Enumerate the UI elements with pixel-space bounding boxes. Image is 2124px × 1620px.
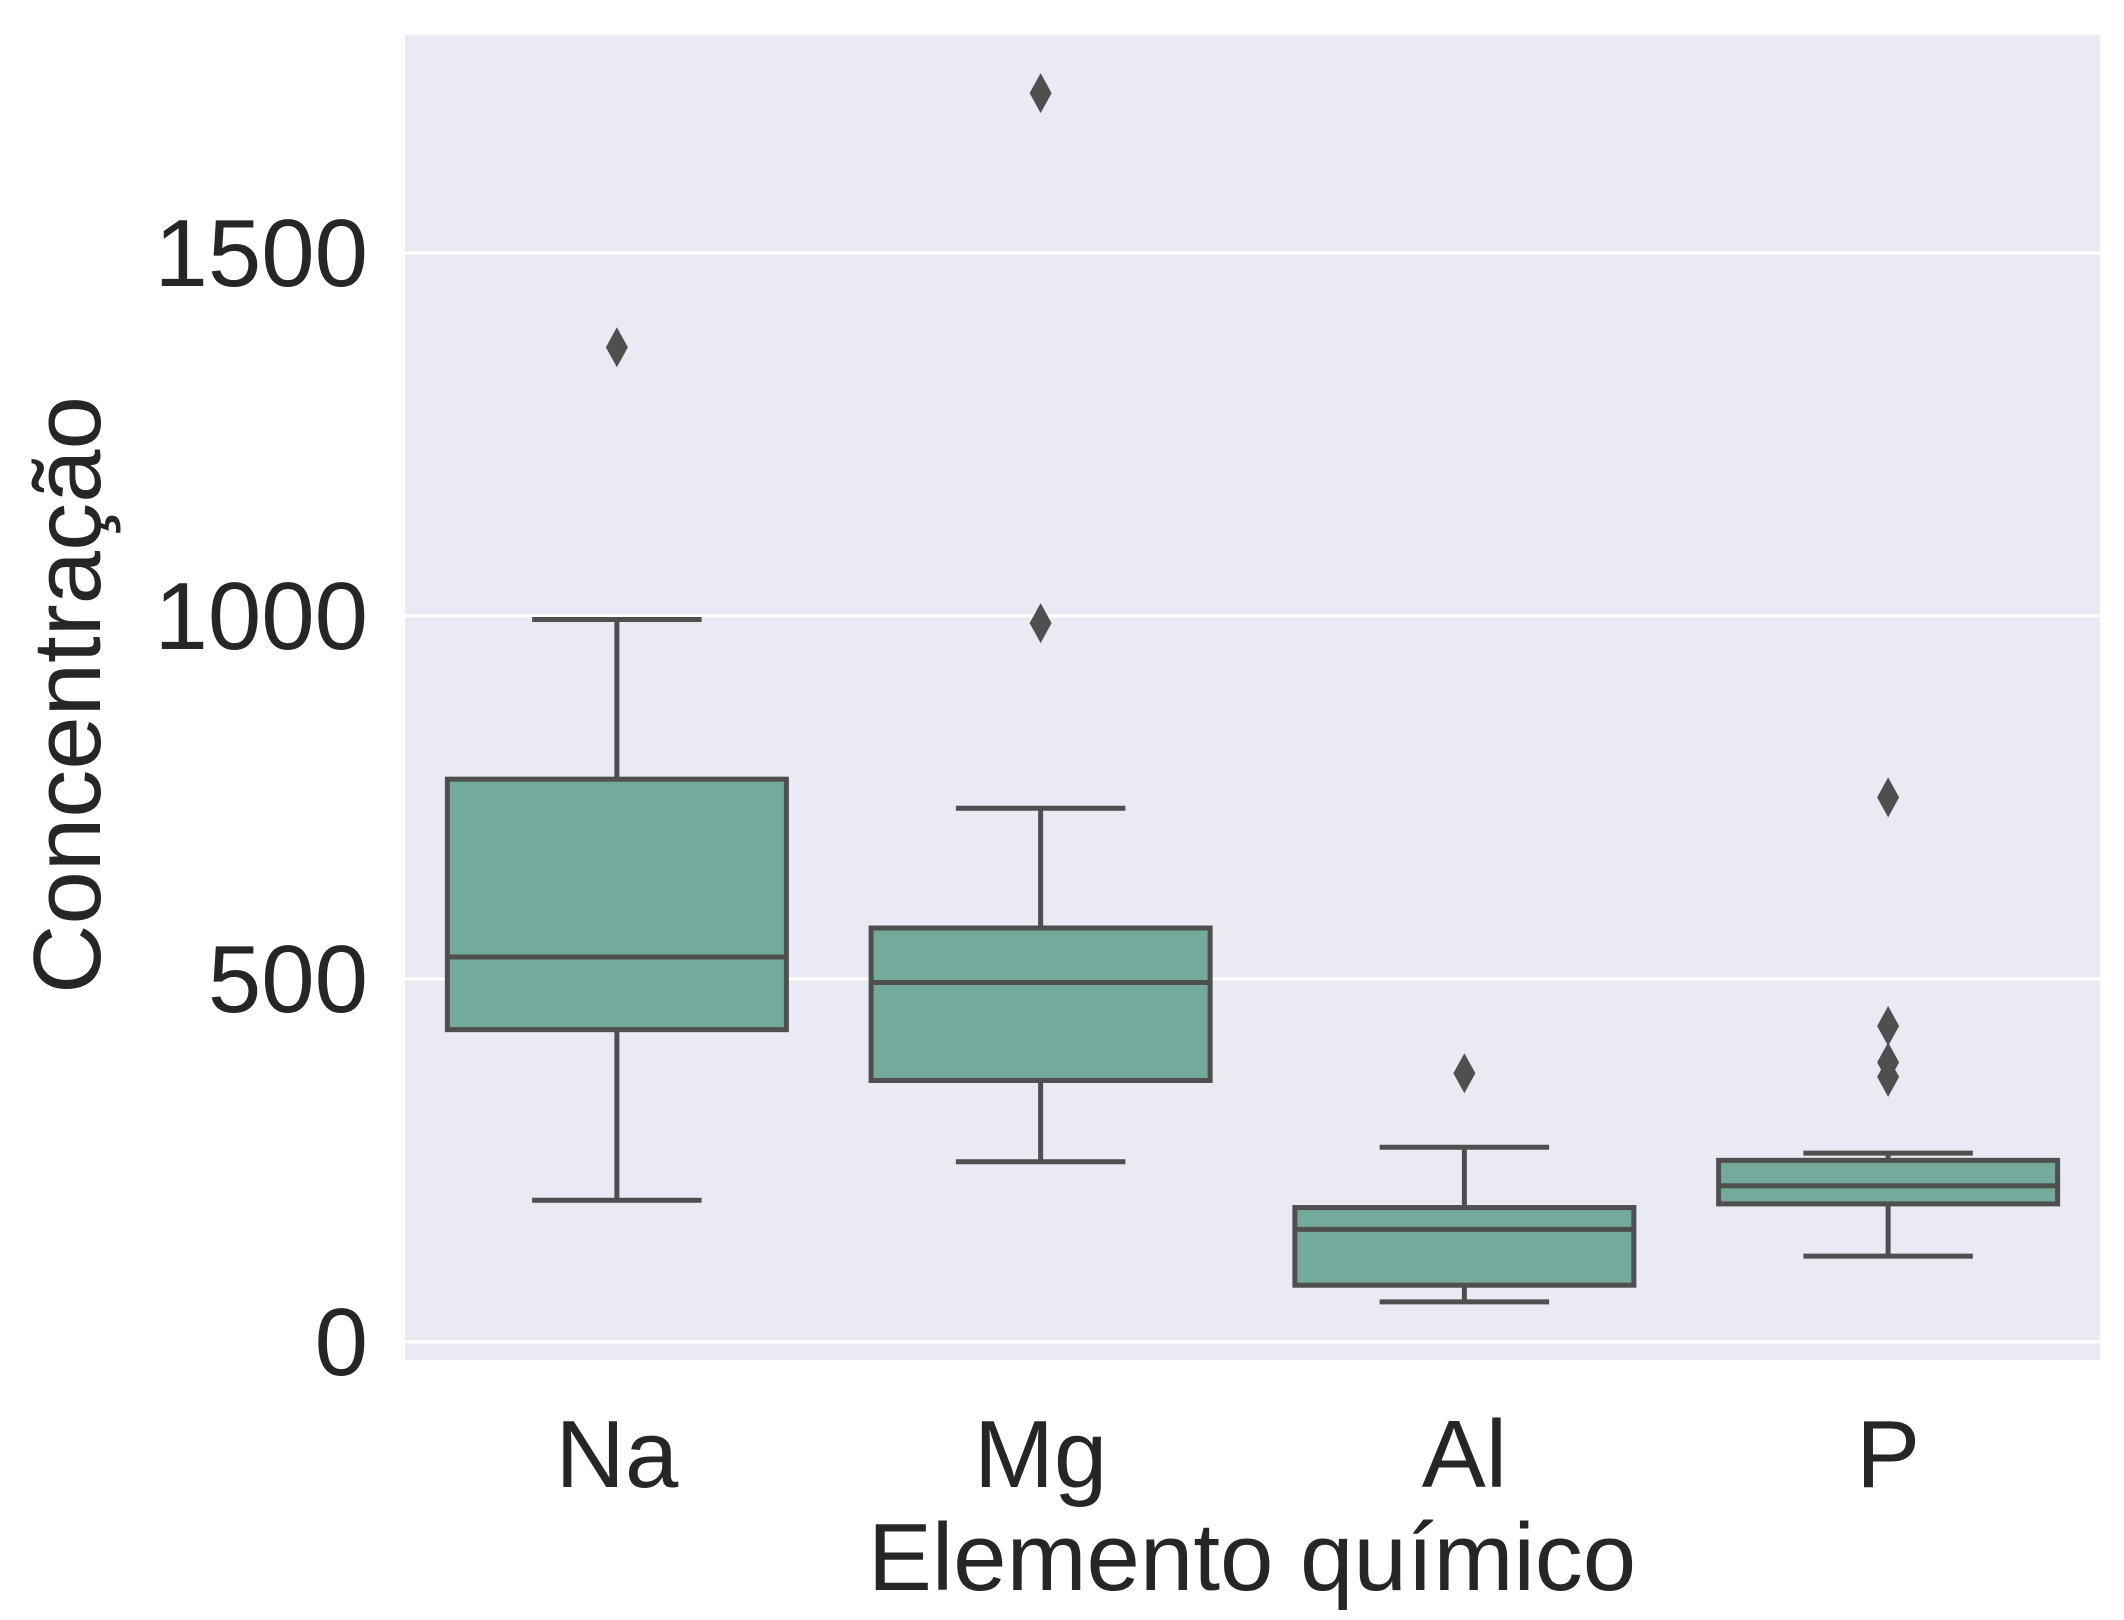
box-Na (444, 327, 789, 1203)
x-axis-label: Elemento químico (868, 1504, 1636, 1611)
y-tick-label: 1000 (154, 563, 368, 670)
outlier-point (1877, 777, 1900, 818)
y-tick-label: 1500 (154, 200, 368, 307)
x-tick-label: P (1856, 1401, 1920, 1508)
outlier-point (1029, 73, 1052, 114)
box-Al (1292, 1053, 1637, 1305)
iqr-box (1292, 1205, 1637, 1288)
y-tick-label: 500 (208, 926, 368, 1033)
outlier-point (1877, 1042, 1900, 1083)
y-tick-label: 0 (315, 1289, 368, 1396)
x-tick-label: Mg (974, 1401, 1107, 1508)
outlier-point (1029, 603, 1052, 644)
iqr-box (444, 776, 789, 1033)
x-tick-label: Al (1422, 1401, 1507, 1508)
box-Mg (868, 73, 1213, 1165)
box-P (1716, 777, 2061, 1259)
boxes-group (444, 73, 2061, 1305)
x-tick-labels: Na Mg Al P (556, 1401, 1921, 1508)
outlier-point (1877, 1006, 1900, 1047)
outlier-point (605, 327, 628, 368)
plot-area (405, 35, 2100, 1360)
outlier-point (1453, 1053, 1476, 1094)
y-axis-label: Concentração (14, 396, 121, 994)
iqr-box (1716, 1157, 2061, 1207)
x-tick-label: Na (556, 1401, 679, 1508)
y-tick-labels: 0 500 1000 1500 (154, 200, 368, 1396)
iqr-box (868, 925, 1213, 1083)
